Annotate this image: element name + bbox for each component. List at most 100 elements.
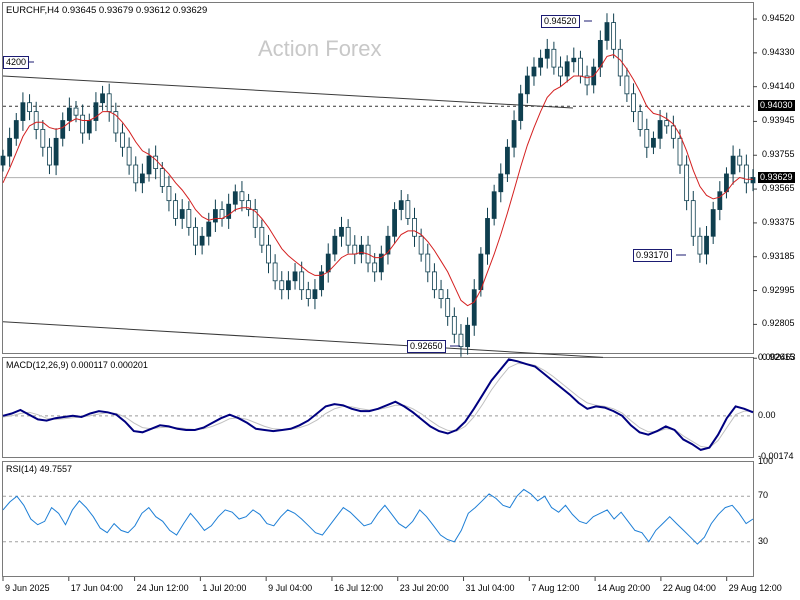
y-tick-label: 0.93755 [762, 149, 795, 160]
candle-body [677, 137, 683, 166]
candle-body [319, 271, 324, 291]
candle-body [690, 200, 696, 237]
y-tick-label: 0.94330 [762, 46, 795, 57]
x-tick-label: 23 Jul 20:00 [399, 583, 449, 593]
candle-body [538, 57, 544, 68]
channel-bottom-line [2, 321, 604, 358]
candle-body [345, 226, 351, 246]
channel-top-line [2, 75, 574, 109]
level-label: 0.94030 [758, 100, 795, 112]
candle-body [498, 173, 504, 193]
rsi-line [2, 488, 754, 545]
candle-body [684, 164, 690, 202]
macd-title: MACD(12,26,9) 0.000117 0.000201 [6, 360, 148, 370]
candle-body [20, 102, 26, 121]
candle-body [60, 120, 66, 139]
candle-body [166, 186, 172, 202]
candle-body [359, 244, 364, 255]
candle-body [27, 102, 32, 113]
candle-body [120, 132, 125, 148]
candle-body [66, 107, 72, 121]
y-tick-label: 0.92995 [762, 284, 795, 295]
y-tick-label: 0.94140 [762, 80, 795, 91]
candle-body [604, 22, 610, 41]
candle-body [199, 235, 205, 246]
x-tick-label: 29 Aug 12:00 [728, 583, 782, 593]
candle-body [100, 93, 105, 104]
x-tick-label: 9 Jul 04:00 [268, 583, 313, 593]
price-annotation: 0.94520 [541, 15, 580, 28]
candle-body [179, 209, 185, 219]
rsi-y-tick-label: 70 [758, 490, 769, 501]
candle-body [657, 120, 663, 139]
candle-body [239, 191, 245, 202]
candle-body [193, 226, 198, 246]
candle-body [458, 333, 464, 348]
candle-body [551, 48, 557, 68]
candle-body [332, 235, 338, 255]
x-tick-label: 14 Aug 20:00 [597, 583, 651, 593]
candle-body [544, 48, 550, 59]
candle-body [478, 253, 484, 291]
candle-body [697, 235, 703, 255]
candle-body [465, 324, 471, 348]
candle-body [212, 209, 218, 223]
candle-body [597, 39, 603, 68]
macd-pane [2, 357, 754, 458]
current-price-label: 0.93629 [758, 171, 795, 183]
candle-body [518, 93, 524, 121]
candle-body [485, 218, 490, 255]
candle-body [299, 271, 305, 291]
y-tick-label: 0.93375 [762, 216, 795, 227]
y-tick-label: 0.93945 [762, 115, 795, 126]
candle-body [571, 57, 577, 63]
candle-body [730, 155, 736, 175]
candle-body [139, 173, 145, 184]
y-tick-label: 0.93185 [762, 250, 795, 261]
candle-body [159, 168, 165, 187]
candle-body [226, 203, 232, 219]
candle-body [206, 221, 212, 237]
rsi-title: RSI(14) 49.7557 [6, 464, 73, 474]
candle-body [737, 155, 743, 166]
candle-body [750, 177, 756, 184]
x-tick-label: 22 Aug 04:00 [662, 583, 716, 593]
candle-body [405, 200, 411, 219]
x-tick-label: 24 Jun 12:00 [136, 583, 189, 593]
candle-body [445, 298, 451, 317]
candle-body [73, 107, 79, 116]
candle-body [173, 200, 178, 219]
candle-body [47, 146, 52, 166]
candle-body [491, 191, 497, 219]
candle-body [631, 93, 636, 113]
macd-y-tick-label: -0.00174 [758, 450, 794, 461]
candle-body [13, 120, 19, 139]
candle-body [232, 191, 238, 205]
candle-body [471, 289, 477, 326]
candle-body [259, 226, 265, 246]
candle-body [266, 244, 271, 264]
candle-body [425, 253, 431, 273]
candle-body [86, 120, 92, 134]
candle-body [524, 75, 530, 95]
macd-signal-line [2, 363, 753, 449]
candle-body [339, 226, 344, 237]
candle-body [133, 164, 139, 184]
candle-body [637, 111, 643, 130]
candle-body [126, 146, 132, 166]
candle-body [252, 209, 258, 228]
rsi-pane [2, 461, 754, 577]
candle-body [53, 137, 59, 166]
candle-body [710, 209, 716, 237]
candle-body [352, 244, 358, 255]
y-tick-label: 0.92615 [762, 352, 795, 363]
candle-body [412, 218, 417, 237]
macd-line [2, 358, 754, 451]
candle-body [80, 114, 86, 134]
candle-body [438, 289, 444, 299]
price-annotation: 0.92650 [407, 340, 446, 353]
candle-body [651, 137, 656, 148]
y-tick-label: 0.92805 [762, 318, 795, 329]
